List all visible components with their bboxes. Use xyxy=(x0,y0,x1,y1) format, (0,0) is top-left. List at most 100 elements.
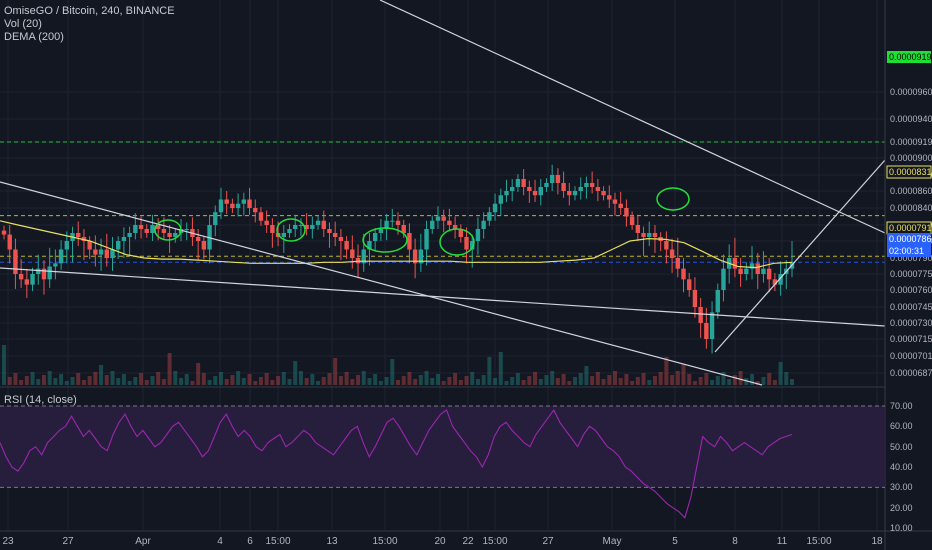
y-tick-label: 0.0000687 xyxy=(890,368,932,378)
candle-body xyxy=(761,268,766,274)
y-tick-label: 0.0000701 xyxy=(890,351,932,361)
candle-body xyxy=(361,249,366,264)
candle-body xyxy=(578,187,583,191)
volume-bar xyxy=(521,380,526,385)
volume-bar xyxy=(464,376,469,385)
volume-bar xyxy=(390,359,395,385)
price-tag xyxy=(887,51,931,63)
rsi-tick-label: 10.00 xyxy=(890,523,913,533)
volume-bar xyxy=(41,375,46,385)
rsi-legend[interactable]: RSI (14, close) xyxy=(4,394,77,406)
volume-bar xyxy=(59,374,64,385)
volume-bar xyxy=(447,377,452,385)
candle-body xyxy=(344,241,349,250)
volume-bar xyxy=(687,374,692,385)
volume-bar xyxy=(70,377,75,385)
volume-legend[interactable]: Vol (20) xyxy=(4,18,42,30)
candle-body xyxy=(487,212,492,221)
circle-annotation xyxy=(439,228,475,256)
candle-body xyxy=(544,183,549,187)
candle-body xyxy=(458,229,464,237)
candle-body xyxy=(447,220,452,225)
volume-bar xyxy=(396,380,400,385)
candle-body xyxy=(567,191,572,196)
candle-body xyxy=(618,203,623,208)
candle-body xyxy=(424,229,429,250)
symbol-legend[interactable]: OmiseGO / Bitcoin, 240, BINANCE xyxy=(4,5,175,17)
volume-bar xyxy=(293,361,298,385)
candle-body xyxy=(110,249,115,258)
candle-body xyxy=(367,241,372,250)
dema-legend[interactable]: DEMA (200) xyxy=(4,31,64,43)
volume-bar xyxy=(607,375,612,385)
x-tick-label: 13 xyxy=(326,536,338,547)
volume-bar xyxy=(470,372,475,385)
volume-bar xyxy=(270,380,275,385)
dema-line xyxy=(0,220,793,269)
volume-bar xyxy=(338,376,343,385)
candle-body xyxy=(766,268,772,280)
candle-body xyxy=(692,290,698,307)
volume-bar xyxy=(784,372,789,385)
candle-body xyxy=(201,241,207,250)
volume-bar xyxy=(744,378,749,385)
candle-body xyxy=(230,203,235,208)
volume-bar xyxy=(555,378,560,385)
y-tick-label: 0.0000715 xyxy=(890,334,932,344)
candle-body xyxy=(98,249,104,255)
volume-bar xyxy=(258,377,263,385)
volume-bar xyxy=(76,373,81,385)
candle-body xyxy=(270,225,275,233)
candle-body xyxy=(612,199,618,204)
x-tick-label: 15:00 xyxy=(265,536,290,547)
rsi-tick-label: 30.00 xyxy=(890,482,913,492)
volume-bar xyxy=(179,378,184,385)
volume-bar xyxy=(510,377,515,385)
volume-bar xyxy=(2,345,6,385)
volume-bar xyxy=(664,357,669,385)
volume-bar xyxy=(87,376,92,385)
candle-body xyxy=(298,225,304,226)
volume-bar xyxy=(778,362,783,385)
trendline xyxy=(714,159,886,353)
candle-body xyxy=(150,225,155,233)
circle-annotation xyxy=(656,187,690,211)
volume-bar xyxy=(418,375,423,385)
y-tick-label: 0.0000745 xyxy=(890,302,932,312)
candle-body xyxy=(195,237,201,241)
volume-bar xyxy=(116,378,121,385)
candle-body xyxy=(395,220,401,225)
volume-bar xyxy=(738,371,743,385)
volume-bar xyxy=(24,376,29,385)
volume-bar xyxy=(184,374,189,385)
rsi-band xyxy=(0,406,885,488)
volume-bar xyxy=(675,371,680,385)
y-tick-label: 0.0000860 xyxy=(890,186,932,196)
volume-bar xyxy=(201,373,206,385)
volume-bar xyxy=(458,380,463,385)
candle-body xyxy=(127,233,132,237)
candle-body xyxy=(350,249,355,258)
candle-body xyxy=(253,208,258,213)
candle-body xyxy=(81,237,87,241)
x-tick-label: 27 xyxy=(62,536,74,547)
volume-bar xyxy=(230,375,235,385)
candle-body xyxy=(435,216,441,221)
x-tick-label: 5 xyxy=(672,536,678,547)
candle-body xyxy=(664,241,669,250)
candle-body xyxy=(641,233,646,237)
x-tick-label: 8 xyxy=(732,536,738,547)
candle-body xyxy=(378,229,384,233)
candle-body xyxy=(538,187,543,196)
volume-bar xyxy=(618,378,623,385)
volume-bar xyxy=(595,372,600,385)
candle-body xyxy=(584,183,589,187)
volume-bar xyxy=(721,372,726,385)
volume-bar xyxy=(624,374,629,385)
candle-body xyxy=(93,249,98,255)
volume-bar xyxy=(310,374,315,385)
candle-body xyxy=(18,274,24,280)
volume-bar xyxy=(652,376,657,385)
candle-body xyxy=(418,249,424,264)
